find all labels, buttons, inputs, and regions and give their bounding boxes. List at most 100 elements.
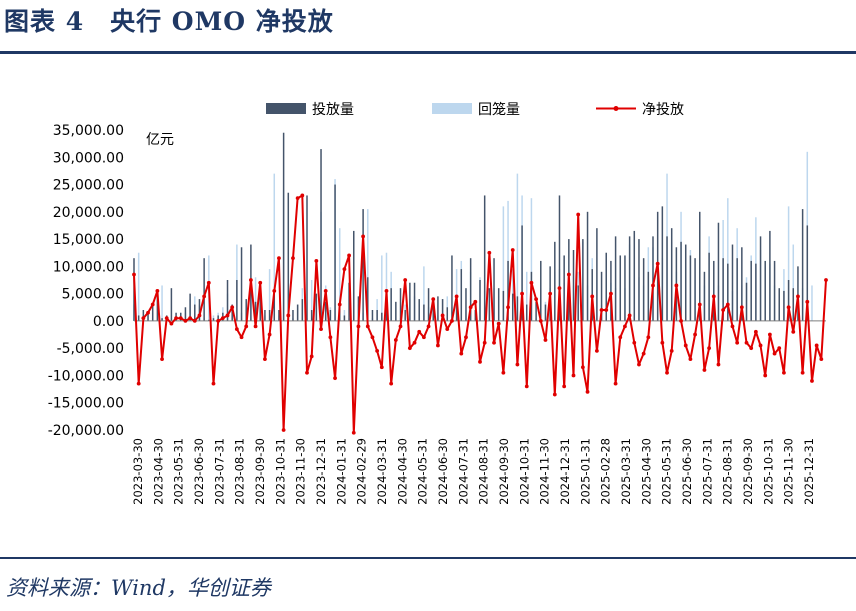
bar-injection (142, 310, 145, 321)
y-tick-label: -15,000.00 (48, 396, 124, 412)
bar-injection (708, 252, 710, 321)
net-point (328, 335, 333, 340)
bar-injection (203, 258, 205, 321)
net-point (178, 316, 183, 321)
net-point (744, 340, 749, 345)
bar-injection (465, 288, 467, 321)
net-point (412, 340, 417, 345)
net-point (824, 278, 828, 282)
net-point (791, 329, 796, 334)
net-point (277, 256, 281, 261)
bar-injection (750, 260, 752, 321)
net-point (379, 365, 384, 370)
bar-withdrawal (530, 198, 533, 321)
net-injection-line (132, 193, 828, 435)
bar-withdrawal (268, 269, 271, 321)
bar-injection (395, 301, 397, 321)
bar-injection (642, 258, 645, 321)
omo-chart: 35,000.00 30,000.00 25,000.00 20,000.00 15,0… (48, 101, 828, 505)
bar-injection (367, 277, 369, 321)
net-point (767, 332, 772, 337)
net-point (777, 346, 782, 351)
net-point (683, 343, 688, 348)
net-point (146, 310, 150, 315)
x-tick-label: 2023-03-30 (131, 438, 145, 505)
bar-injection (236, 280, 238, 321)
bar-injection (801, 209, 804, 321)
y-tick-label: 5,000.00 (62, 287, 124, 303)
net-point (253, 324, 258, 329)
net-point (464, 335, 468, 340)
bar-injection (455, 301, 458, 321)
bar-injection (703, 271, 706, 321)
bar-withdrawal (338, 228, 341, 321)
bar-injection (460, 269, 463, 321)
bar-injection (390, 288, 392, 321)
net-point (164, 316, 169, 321)
net-point (786, 305, 791, 310)
bar-injection (769, 230, 771, 321)
bar-injection (170, 288, 173, 321)
net-point (440, 313, 445, 318)
bar-injection (516, 296, 519, 321)
bar-injection (600, 271, 603, 321)
net-point (431, 297, 436, 301)
net-point (347, 253, 351, 258)
x-tick-label: 2024-12-31 (558, 438, 572, 505)
bar-injection (488, 288, 491, 321)
bar-withdrawal (423, 266, 425, 321)
title-rule (0, 51, 856, 54)
bar-withdrawal (161, 285, 163, 321)
bar-injection (778, 288, 780, 321)
net-point (623, 324, 627, 329)
net-point (702, 368, 707, 372)
net-point (487, 250, 492, 255)
bar-withdrawal (787, 206, 790, 321)
x-tick-label: 2025-02-28 (599, 438, 613, 505)
bar-injection (792, 288, 795, 321)
net-point (342, 267, 347, 271)
bar-injection (755, 263, 757, 321)
net-point (384, 289, 389, 293)
bar-withdrawal (381, 255, 383, 321)
bar-withdrawal (502, 206, 505, 321)
bar-injection (694, 258, 696, 321)
bar-injection (240, 247, 243, 321)
bar-injection (773, 260, 776, 321)
net-point (375, 349, 380, 353)
bar-injection (572, 250, 575, 321)
bar-injection (282, 132, 285, 321)
figure-source: 资料来源：Wind，华创证券 (6, 576, 271, 600)
net-point (234, 327, 239, 331)
bar-injection (689, 255, 692, 321)
net-point (501, 370, 506, 375)
bar-injection (469, 258, 472, 321)
x-tick-label: 2024-10-31 (517, 438, 531, 505)
x-tick-label: 2024-11-30 (538, 438, 552, 505)
figure-title: 图表 4 央行 OMO 净投放 (4, 7, 334, 36)
net-point (202, 294, 207, 299)
bar-injection (783, 290, 785, 321)
bar-injection (184, 307, 187, 321)
y-tick-label: 35,000.00 (53, 123, 124, 139)
net-point (141, 316, 146, 321)
net-point (814, 343, 819, 348)
net-point (239, 335, 244, 340)
bar-withdrawal (310, 280, 313, 321)
net-point (365, 324, 370, 329)
bar-injection (764, 260, 766, 321)
net-point (281, 428, 286, 432)
y-tick-label: -10,000.00 (48, 368, 124, 384)
net-point (552, 392, 557, 397)
bar-injection (226, 280, 229, 321)
net-point (403, 278, 408, 282)
bar-withdrawal (526, 271, 528, 321)
net-point (688, 357, 693, 361)
net-point (291, 256, 295, 261)
net-point (389, 381, 394, 386)
legend-label: 回笼量 (478, 101, 520, 118)
net-point (693, 332, 697, 337)
net-point (248, 278, 253, 282)
bar-injection (437, 296, 439, 321)
net-point (590, 294, 595, 299)
